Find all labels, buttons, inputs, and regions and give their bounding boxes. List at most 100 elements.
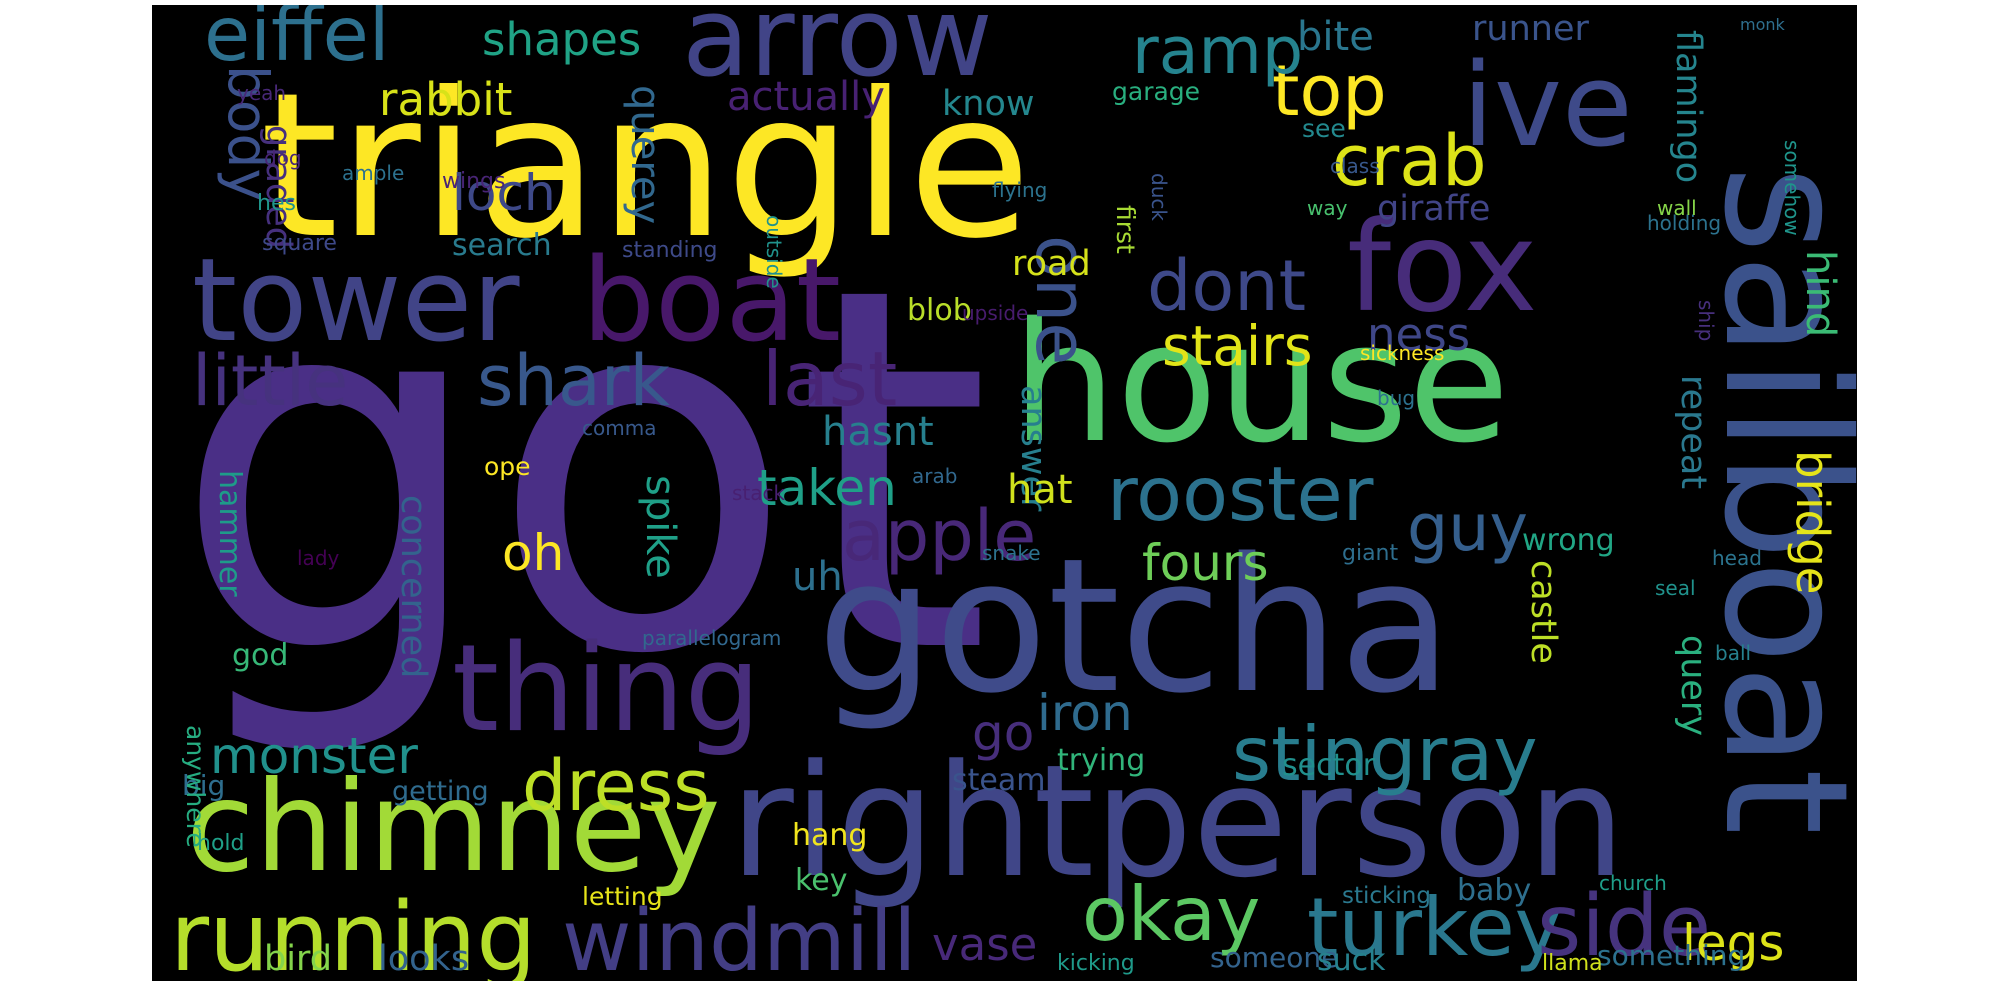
cloud-word-stairs: stairs [1162,314,1312,378]
cloud-word-top: top [1272,50,1387,132]
cloud-word-way: way [1307,196,1348,220]
cloud-word-yeah: yeah [237,81,286,105]
cloud-word-triangle: triangle [260,50,1031,283]
cloud-word-comma: comma [582,416,656,440]
cloud-word-concerned: concerned [393,495,433,678]
cloud-word-shark: shark [477,340,671,422]
cloud-word-thing: thing [452,620,761,759]
cloud-word-first: first [1111,205,1140,254]
cloud-word-wings: wings [442,169,505,194]
cloud-word-rooster: rooster [1107,450,1374,538]
cloud-word-class: class [1330,154,1380,178]
cloud-word-guy: guy [1407,491,1528,566]
cloud-word-looks: looks [378,939,469,979]
cloud-word-duck: duck [1147,173,1171,221]
cloud-word-square: square [262,231,337,256]
cloud-word-eiffel: eiffel [204,5,390,78]
cloud-word-something: something [1597,939,1745,972]
cloud-word-apple: apple [842,495,1036,577]
cloud-word-vase: vase [932,918,1037,971]
cloud-word-querey: querey [622,85,668,224]
cloud-word-llama: llama [1542,951,1603,976]
cloud-word-got: got [172,181,991,763]
cloud-word-dont: dont [1147,245,1306,327]
cloud-word-wrong: wrong [1522,523,1615,558]
cloud-word-okay: okay [1082,870,1260,958]
cloud-word-arab: arab [912,464,957,488]
cloud-word-one: one [1020,235,1102,365]
cloud-word-arrow: arrow [682,5,993,101]
cloud-word-kicking: kicking [1057,951,1135,976]
cloud-word-windmill: windmill [562,892,917,981]
cloud-word-uh: uh [792,554,843,600]
cloud-word-oh: oh [502,524,564,582]
cloud-word-answer: answer [1013,385,1053,512]
cloud-word-know: know [942,84,1035,124]
cloud-word-seal: seal [1655,576,1696,600]
cloud-word-holding: holding [1647,211,1721,235]
cloud-word-body: body [216,65,280,201]
cloud-word-hang: hang [792,818,867,853]
cloud-word-taken: taken [757,459,897,517]
cloud-word-church: church [1599,871,1667,895]
cloud-word-ive: ive [1462,39,1633,173]
cloud-word-ope: ope [484,452,531,481]
cloud-word-blob: blob [907,293,972,328]
cloud-word-bird: bird [264,939,332,979]
cloud-word-running: running [170,883,537,981]
word-cloud: got triangle gotcha rightperson house sailboa… [152,5,1857,981]
cloud-word-search: search [452,228,552,263]
cloud-word-getting: getting [392,776,489,807]
cloud-word-go: go [972,704,1034,762]
cloud-word-hold: hold [197,831,244,856]
cloud-word-iron: iron [1037,684,1133,742]
cloud-word-house: house [1012,287,1510,479]
cloud-word-legs: legs [1682,914,1784,972]
cloud-word-stack: stack [732,481,786,505]
cloud-word-giraffe: giraffe [1377,189,1490,229]
cloud-word-flamingo: flamingo [1668,30,1708,183]
cloud-word-side: side [1537,877,1711,976]
cloud-word-last: last [762,335,897,423]
cloud-word-bug: bug [1377,386,1415,410]
cloud-word-query: query [1673,635,1713,736]
cloud-word-loch: loch [452,164,556,222]
cloud-word-hind: hind [1797,250,1843,337]
cloud-word-graded: graded [258,125,298,249]
cloud-word-monster: monster [210,727,418,785]
cloud-word-steam: steam [952,763,1045,798]
cloud-word-boat: boat [582,234,841,368]
cloud-word-lady: lady [297,546,340,570]
cloud-word-suck: suck [1317,943,1386,978]
cloud-word-ample: ample [342,161,404,185]
cloud-word-head: head [1712,546,1762,570]
cloud-word-rightperson: rightperson [730,731,1626,912]
cloud-word-key: key [795,863,848,898]
cloud-word-sickness: sickness [1360,341,1444,365]
cloud-word-ness: ness [1367,308,1470,361]
cloud-word-road: road [1012,244,1091,284]
cloud-word-god: god [232,638,288,673]
cloud-word-big: big [182,769,225,802]
cloud-word-parallelogram: parallelogram [642,626,781,650]
cloud-word-dog: dog [264,146,302,170]
cloud-word-turkey: turkey [1307,881,1562,974]
cloud-word-flying: flying [992,178,1047,202]
cloud-word-giant: giant [1342,541,1399,566]
cloud-word-sailboat: sailboat [1686,165,1857,835]
cloud-word-hasnt: hasnt [822,409,934,455]
cloud-word-fox: fox [1347,195,1538,340]
cloud-word-bridge: bridge [1786,450,1839,594]
cloud-word-castle: castle [1523,560,1563,664]
cloud-word-dress: dress [522,745,710,827]
cloud-word-bite: bite [1297,14,1374,60]
cloud-word-runner: runner [1472,9,1589,49]
cloud-word-monk: monk [1740,15,1786,34]
cloud-word-gotcha: gotcha [817,518,1453,734]
cloud-word-snake: snake [982,541,1041,565]
cloud-word-fours: fours [1142,534,1269,592]
cloud-word-ramp: ramp [1132,14,1303,89]
cloud-word-hat: hat [1007,467,1073,513]
cloud-word-crab: crab [1332,120,1487,202]
cloud-word-wall: wall [1657,196,1697,220]
